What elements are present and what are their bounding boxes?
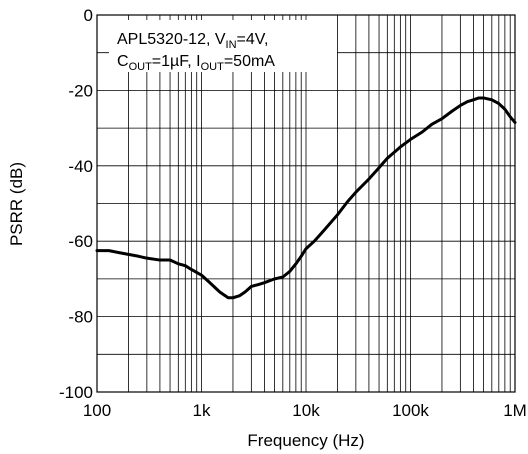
y-tick-label: 0 [84,6,93,25]
plot-frame [96,14,516,393]
psrr-curve [95,96,517,300]
x-axis-label: Frequency (Hz) [247,431,364,450]
x-tick-label: 100k [392,401,429,420]
y-tick-label: -60 [68,232,93,251]
y-axis-label: PSRR (dB) [7,162,26,246]
x-tick-label: 100 [83,401,111,420]
grid [97,15,515,392]
annotation-line-1: APL5320-12, VIN=4V, [117,31,268,51]
annotation-box [109,20,337,72]
x-tick-labels: 100 1k 10k 100k 1M [83,401,527,420]
y-tick-label: -40 [68,157,93,176]
x-tick-label: 1M [503,401,527,420]
y-tick-label: -20 [68,81,93,100]
y-tick-labels: 0 -20 -40 -60 -80 -100 [59,6,93,402]
annotation-line-2: COUT=1µF, IOUT=50mA [117,53,275,73]
x-tick-label: 1k [193,401,211,420]
x-tick-label: 10k [292,401,320,420]
y-tick-label: -100 [59,383,93,402]
y-tick-label: -80 [68,308,93,327]
